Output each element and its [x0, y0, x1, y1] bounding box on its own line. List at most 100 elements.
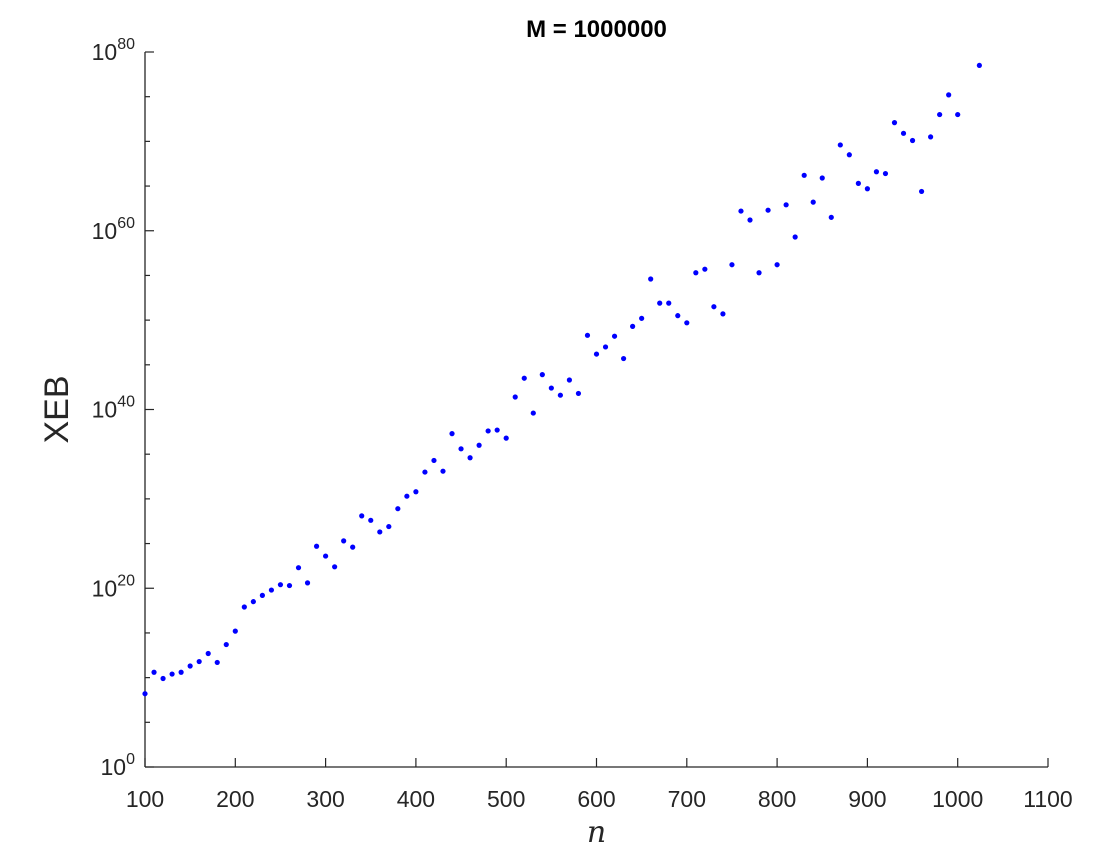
- data-point: [350, 544, 356, 550]
- x-tick-label: 800: [758, 786, 796, 812]
- data-point: [684, 320, 690, 326]
- data-point: [449, 431, 455, 437]
- data-point: [395, 506, 401, 512]
- data-point: [386, 523, 392, 530]
- y-tick-base: 10: [92, 39, 118, 65]
- data-point: [873, 169, 880, 175]
- data-point: [639, 315, 645, 321]
- data-point: [937, 111, 943, 118]
- data-point: [828, 214, 834, 220]
- data-point: [855, 180, 861, 186]
- x-tick-label: 1100: [1023, 786, 1072, 812]
- data-point: [548, 385, 554, 391]
- data-point: [304, 580, 311, 586]
- data-point: [801, 172, 807, 178]
- data-point: [277, 582, 284, 588]
- data-point: [196, 658, 202, 665]
- data-point: [151, 669, 157, 675]
- axes: [144, 52, 1048, 768]
- x-tick-label: 1000: [932, 786, 983, 812]
- data-point: [630, 323, 636, 329]
- data-point: [440, 468, 446, 474]
- data-point: [720, 311, 726, 317]
- data-point: [756, 270, 762, 276]
- y-tick-base: 10: [92, 218, 118, 244]
- data-point: [765, 207, 771, 213]
- y-tick-label: 1020: [92, 572, 135, 601]
- data-point: [494, 427, 500, 433]
- data-point: [503, 435, 509, 441]
- data-point: [530, 410, 536, 416]
- data-point: [909, 137, 916, 144]
- data-point: [819, 175, 825, 181]
- data-point: [955, 111, 961, 118]
- y-tick-base: 10: [92, 397, 118, 423]
- data-point: [359, 513, 365, 519]
- data-point: [584, 332, 591, 338]
- data-point: [467, 455, 473, 461]
- data-point: [286, 582, 293, 589]
- data-point: [602, 344, 609, 350]
- data-point: [738, 208, 744, 214]
- y-tick-exponent: 0: [126, 751, 135, 768]
- data-point: [268, 587, 275, 593]
- data-point: [142, 691, 148, 697]
- x-tick-label: 100: [126, 786, 164, 812]
- data-point: [620, 355, 627, 362]
- data-point: [593, 351, 600, 357]
- data-point: [864, 186, 871, 192]
- y-tick-exponent: 20: [117, 572, 135, 589]
- data-point: [250, 599, 256, 605]
- data-point: [846, 152, 852, 158]
- data-point: [611, 333, 618, 339]
- data-point: [512, 394, 518, 400]
- data-point: [476, 442, 482, 448]
- x-tick-label: 900: [848, 786, 886, 812]
- y-tick-exponent: 80: [117, 36, 135, 53]
- data-point: [946, 92, 952, 98]
- data-point: [323, 553, 329, 559]
- y-tick-label: 1060: [92, 215, 135, 244]
- y-tick-base: 10: [101, 754, 127, 780]
- data-point: [404, 493, 410, 499]
- data-point: [900, 130, 907, 136]
- data-point: [693, 270, 699, 276]
- data-point: [648, 276, 654, 282]
- data-point: [169, 671, 175, 677]
- data-point: [377, 529, 383, 535]
- y-axis-label: XEB: [38, 375, 76, 443]
- data-point: [178, 669, 184, 675]
- data-point: [187, 663, 193, 669]
- data-point: [413, 489, 419, 495]
- y-tick-label: 1080: [92, 36, 135, 65]
- y-tick-exponent: 40: [117, 394, 135, 411]
- data-point: [792, 234, 798, 240]
- ticks: 100 200 300 400 500 600 700 800 900 1000 110010010…: [92, 36, 1073, 812]
- data-point: [313, 543, 320, 549]
- x-tick-label: 200: [216, 786, 254, 812]
- data-point: [747, 217, 753, 223]
- data-point: [485, 428, 491, 434]
- data-point: [422, 469, 428, 475]
- data-point: [368, 517, 374, 523]
- data-point: [295, 565, 302, 571]
- data-point: [223, 641, 229, 648]
- y-tick-label: 100: [101, 751, 136, 780]
- x-tick-label: 300: [306, 786, 344, 812]
- data-point: [557, 392, 563, 398]
- data-point: [774, 262, 780, 268]
- data-point: [521, 375, 527, 381]
- y-tick-label: 1040: [92, 394, 135, 423]
- data-point: [657, 300, 663, 306]
- data-point: [566, 377, 573, 383]
- x-tick-label: 500: [487, 786, 525, 812]
- data-point: [882, 170, 889, 177]
- data-point: [666, 300, 672, 306]
- data-point: [918, 188, 925, 195]
- data-point: [205, 650, 211, 657]
- data-point: [458, 446, 464, 452]
- data-point: [232, 628, 238, 634]
- x-axis-label: n: [587, 815, 606, 850]
